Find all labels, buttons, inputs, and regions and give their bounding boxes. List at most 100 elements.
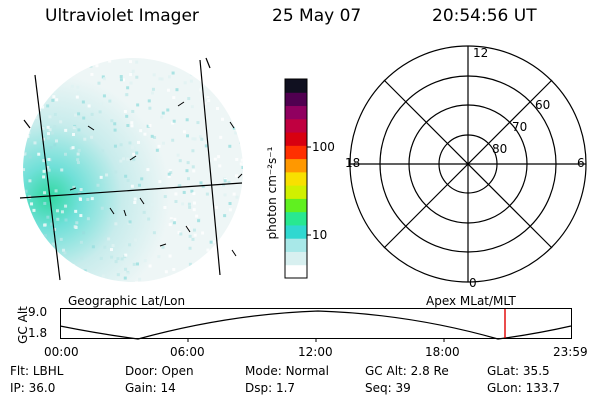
noise-speckle	[197, 282, 200, 285]
noise-speckle	[145, 205, 149, 209]
noise-speckle	[114, 222, 118, 226]
noise-speckle	[123, 109, 127, 113]
lat-lon-grid	[19, 57, 243, 281]
lat-label-70: 70	[512, 120, 528, 134]
noise-speckle	[32, 208, 36, 212]
noise-speckle	[148, 264, 152, 268]
noise-speckle	[119, 143, 123, 147]
noise-speckle	[169, 217, 173, 221]
noise-speckle	[42, 159, 46, 163]
info-dsp: Dsp: 1.7	[245, 381, 296, 395]
noise-speckle	[135, 60, 139, 64]
noise-speckle	[82, 231, 86, 235]
noise-speckle	[188, 234, 192, 238]
noise-speckle	[238, 98, 242, 102]
noise-speckle	[55, 139, 59, 143]
noise-speckle	[187, 202, 191, 206]
colorbar-tick-10: 10	[312, 228, 328, 242]
noise-speckle	[83, 269, 87, 273]
noise-speckle	[119, 78, 123, 82]
noise-speckle	[103, 245, 107, 249]
noise-speckle	[46, 104, 50, 108]
geo-label: Geographic Lat/Lon	[68, 294, 186, 308]
noise-speckle	[114, 170, 118, 174]
noise-speckle	[129, 73, 133, 77]
noise-speckle	[27, 131, 31, 135]
noise-speckle	[120, 257, 124, 261]
noise-speckle	[181, 202, 185, 206]
noise-speckle	[191, 149, 195, 153]
noise-speckle	[43, 234, 47, 238]
noise-speckle	[108, 99, 112, 103]
colorbar-segment	[285, 238, 307, 252]
noise-speckle	[163, 195, 167, 199]
noise-speckle	[209, 240, 213, 244]
noise-speckle	[217, 155, 221, 159]
noise-speckle	[143, 259, 147, 263]
noise-speckle	[90, 112, 94, 116]
noise-speckle	[183, 81, 187, 85]
noise-speckle	[60, 210, 64, 214]
noise-speckle	[48, 128, 52, 132]
info-mode: Mode: Normal	[245, 364, 329, 378]
noise-speckle	[69, 146, 73, 150]
noise-speckle	[125, 114, 129, 118]
noise-speckle	[110, 119, 114, 123]
noise-speckle	[232, 126, 236, 130]
noise-speckle	[192, 208, 196, 212]
noise-speckle	[110, 255, 114, 259]
info-glat: GLat: 35.5	[487, 364, 550, 378]
noise-speckle	[204, 144, 208, 148]
noise-speckle	[194, 276, 198, 280]
noise-speckle	[223, 238, 227, 242]
noise-speckle	[125, 272, 129, 276]
noise-speckle	[186, 225, 190, 229]
noise-speckle	[23, 139, 27, 143]
noise-speckle	[40, 62, 44, 66]
noise-speckle	[235, 195, 239, 199]
noise-speckle	[161, 245, 165, 249]
noise-speckle	[135, 75, 139, 79]
noise-speckle	[126, 124, 130, 128]
noise-speckle	[53, 143, 57, 147]
noise-speckle	[148, 123, 152, 127]
noise-speckle	[126, 157, 130, 161]
noise-speckle	[192, 201, 196, 205]
noise-speckle	[228, 65, 232, 69]
noise-speckle	[41, 126, 45, 130]
time-tick-1800: 18:00	[425, 345, 460, 359]
noise-speckle	[235, 157, 239, 161]
noise-speckle	[147, 99, 151, 103]
noise-speckle	[189, 79, 193, 83]
noise-speckle	[213, 157, 217, 161]
noise-speckle	[147, 217, 151, 221]
noise-speckle	[119, 159, 123, 163]
noise-speckle	[193, 137, 197, 141]
noise-speckle	[240, 205, 243, 209]
noise-speckle	[113, 211, 117, 215]
noise-speckle	[171, 138, 175, 142]
noise-speckle	[43, 191, 47, 195]
noise-speckle	[63, 70, 67, 74]
noise-speckle	[229, 224, 233, 228]
info-glon: GLon: 133.7	[487, 381, 560, 395]
noise-speckle	[23, 152, 26, 156]
noise-speckle	[23, 168, 26, 172]
noise-speckle	[73, 225, 77, 229]
noise-speckle	[26, 116, 30, 120]
noise-speckle	[208, 273, 212, 277]
noise-speckle	[52, 95, 56, 99]
clock-label-6: 6	[577, 156, 585, 170]
noise-speckle	[79, 214, 83, 218]
noise-speckle	[232, 239, 236, 243]
noise-speckle	[186, 177, 190, 181]
noise-speckle	[214, 205, 218, 209]
colorbar-segment	[285, 211, 307, 226]
altitude-strip-plot	[60, 308, 572, 342]
time-tick-1200: 12:00	[298, 345, 333, 359]
noise-speckle	[23, 279, 26, 282]
noise-speckle	[167, 172, 171, 176]
colorbar	[284, 78, 311, 279]
noise-speckle	[185, 169, 189, 173]
noise-speckle	[30, 66, 34, 70]
